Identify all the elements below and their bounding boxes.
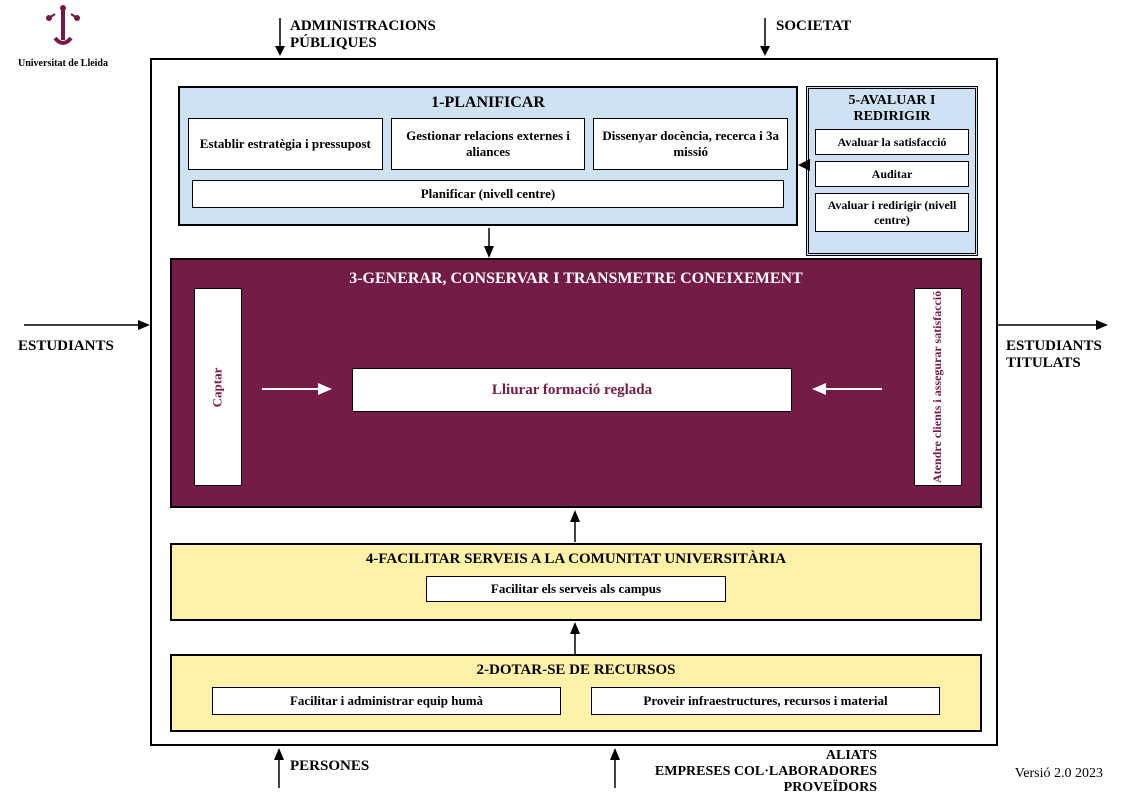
section-dotar: 2-DOTAR-SE DE RECURSOS Facilitar i admin… [170,654,982,732]
box-atendre: Atendre clients i assegurar satisfacció [914,288,962,486]
arrow-left-icon [798,158,810,172]
box-dissenyar: Dissenyar docència, recerca i 3a missió [593,118,788,170]
section3-title: 3-GENERAR, CONSERVAR I TRANSMETRE CONEIX… [172,260,980,288]
ext-label-societat: SOCIETAT [776,18,851,35]
atendre-label: Atendre clients i assegurar satisfacció [931,291,945,483]
box-auditar: Auditar [815,161,969,187]
box-serveis-campus: Facilitar els serveis als campus [426,576,726,602]
logo-caption: Universitat de Lleida [18,58,108,69]
arrow-down-icon [758,18,772,56]
box-infraestructures: Proveir infraestructures, recursos i mat… [591,687,940,715]
arrow-up-icon [568,510,582,542]
arrow-up-icon [608,748,622,788]
main-diagram-frame: 1-PLANIFICAR Establir estratègia i press… [150,58,998,746]
section-generar: 3-GENERAR, CONSERVAR I TRANSMETRE CONEIX… [170,258,982,508]
section4-title: 4-FACILITAR SERVEIS A LA COMUNITAT UNIVE… [172,545,980,568]
box-gestionar: Gestionar relacions externes i aliances [391,118,586,170]
ext-label-aliats: ALIATS EMPRESES COL·LABORADORES PROVEÏDO… [627,748,877,796]
arrow-right-icon [24,318,150,332]
arrow-right-icon [998,318,1108,332]
section-facilitar: 4-FACILITAR SERVEIS A LA COMUNITAT UNIVE… [170,543,982,621]
box-avaluar-sat: Avaluar la satisfacció [815,129,969,155]
section-avaluar: 5-AVALUAR I REDIRIGIR Avaluar la satisfa… [806,86,978,256]
arrow-up-icon [272,748,286,788]
arrow-down-icon [273,18,287,56]
box-captar: Captar [194,288,242,486]
box-establir: Establir estratègia i pressupost [188,118,383,170]
ext-label-persones: PERSONES [290,758,369,775]
box-lliurar: Lliurar formació reglada [352,368,792,412]
ext-label-estudiants: ESTUDIANTS [18,338,114,355]
box-equip-huma: Facilitar i administrar equip humà [212,687,561,715]
section-planificar: 1-PLANIFICAR Establir estratègia i press… [178,86,798,226]
section2-title: 2-DOTAR-SE DE RECURSOS [172,656,980,679]
logo-icon [37,4,89,56]
arrow-up-icon [568,622,582,654]
arrow-down-icon [482,228,496,258]
arrow-left-white-icon [812,382,882,396]
university-logo: Universitat de Lleida [18,4,108,69]
ext-label-titulats: ESTUDIANTS TITULATS [1006,338,1102,372]
captar-label: Captar [211,367,226,407]
version-label: Versió 2.0 2023 [1015,766,1103,782]
arrow-right-white-icon [262,382,332,396]
box-avaluar-centre: Avaluar i redirigir (nivell centre) [815,193,969,232]
box-planificar-centre: Planificar (nivell centre) [192,180,784,208]
section5-title: 5-AVALUAR I REDIRIGIR [815,93,969,125]
ext-label-admin: ADMINISTRACIONS PÚBLIQUES [290,18,436,52]
section1-title: 1-PLANIFICAR [180,88,796,112]
